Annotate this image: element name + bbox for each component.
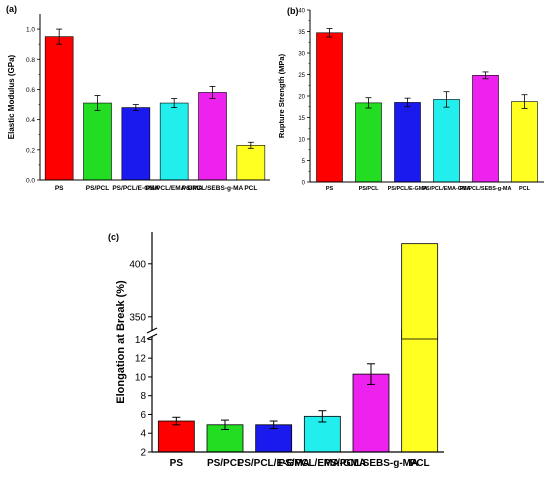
y-tick-label: 25 — [298, 73, 305, 79]
y-tick-label: 30 — [298, 52, 305, 58]
bar — [355, 102, 382, 183]
x-tick-label: PS — [55, 185, 64, 192]
bar — [401, 329, 439, 453]
bar — [121, 107, 151, 181]
x-tick-label: PS/PCL/E-GMA — [238, 458, 310, 469]
bar — [157, 420, 195, 453]
y-tick-label: 350 — [129, 312, 146, 323]
bar — [44, 36, 74, 181]
y-tick-label: 0 — [302, 181, 306, 187]
bar — [472, 75, 499, 183]
x-tick-label: PS/PCL/EMA-GMA — [146, 185, 203, 192]
panel-label: (a) — [6, 4, 17, 14]
y-tick-label: 20 — [298, 95, 305, 101]
y-tick-label: 8 — [140, 391, 146, 402]
panel-label: (b) — [287, 6, 299, 16]
y-tick-label: 0.0 — [26, 178, 35, 185]
x-tick-label: PS/PCL/SEBS-g-MA — [460, 186, 512, 192]
y-tick-label: 0.4 — [26, 117, 35, 124]
x-tick-label: PS/PCL/EMA-GMA — [422, 186, 470, 192]
y-tick-label: 4 — [140, 429, 146, 440]
axis-break-mark — [146, 327, 158, 334]
x-tick-label: PS/PCL — [207, 458, 243, 469]
y-tick-label: 5 — [302, 159, 306, 165]
y-axis-label: Rupture Strength (MPa) — [277, 53, 286, 138]
axis-break-mark — [146, 333, 158, 340]
panel-label: (c) — [108, 232, 119, 242]
y-tick-label: 1.0 — [26, 27, 35, 34]
bar — [316, 32, 343, 183]
x-tick-label: PCL — [519, 186, 531, 192]
y-axis-label: Elongation at Break (%) — [115, 280, 127, 404]
x-tick-label: PS/PCL/SEBS-g-MA — [182, 185, 244, 192]
bar — [83, 102, 112, 181]
y-tick-label: 0.6 — [26, 87, 35, 94]
bar — [159, 102, 189, 181]
x-tick-label: PS/PCL — [359, 186, 380, 192]
y-tick-label: 14 — [135, 335, 147, 346]
y-axis-label: Elastic Modulus (GPa) — [7, 54, 16, 139]
bar — [352, 373, 390, 453]
y-tick-label: 6 — [140, 410, 146, 421]
y-tick-label: 0.2 — [26, 147, 35, 154]
x-tick-label: PS/PCL/E-GMA — [112, 185, 159, 192]
bar — [433, 99, 460, 183]
x-tick-label: PCL — [410, 458, 430, 469]
y-tick-label: 10 — [298, 138, 305, 144]
y-tick-label: 12 — [135, 354, 147, 365]
y-tick-label: 0.8 — [26, 57, 35, 64]
bar — [401, 243, 439, 340]
x-tick-label: PS/PCL/E-GMA — [388, 186, 428, 192]
bar — [394, 102, 421, 183]
y-tick-label: 15 — [298, 116, 305, 122]
y-tick-label: 2 — [140, 448, 146, 459]
x-tick-label: PS/PCL — [86, 185, 110, 192]
y-tick-label: 35 — [298, 30, 305, 36]
x-tick-label: PCL — [244, 185, 257, 192]
y-tick-label: 400 — [129, 259, 146, 270]
bar — [198, 92, 227, 181]
x-tick-label: PS — [170, 458, 184, 469]
x-tick-label: PS — [326, 186, 334, 192]
bar — [236, 144, 266, 181]
x-tick-label: PS/PCL/SEBS-g-MA — [324, 458, 418, 469]
y-tick-label: 10 — [135, 372, 147, 383]
x-tick-label: PS/PCL/EMA-GMA — [278, 458, 366, 469]
bar — [511, 101, 538, 183]
y-tick-label: 40 — [298, 9, 305, 15]
